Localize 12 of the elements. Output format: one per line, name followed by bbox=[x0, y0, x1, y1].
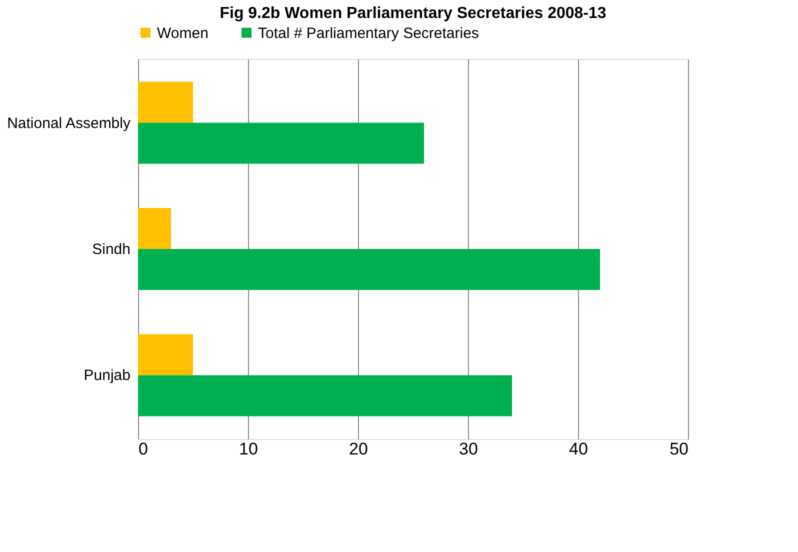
y-tick-label: Punjab bbox=[84, 367, 130, 384]
x-tick-label: 50 bbox=[670, 440, 688, 458]
x-tick-label: 40 bbox=[569, 440, 588, 458]
x-tick-label: 20 bbox=[349, 440, 368, 458]
x-tick-label: 30 bbox=[459, 440, 478, 458]
x-tick-label: 10 bbox=[239, 440, 258, 458]
legend-label: Women bbox=[157, 24, 208, 42]
y-tick-label: Sindh bbox=[92, 241, 130, 258]
chart-title: Fig 9.2b Women Parliamentary Secretaries 2008-13 bbox=[220, 5, 606, 22]
y-tick-label: National Assembly bbox=[7, 114, 131, 132]
legend-label: Total # Parliamentary Secretaries bbox=[258, 24, 479, 42]
x-tick-label: 0 bbox=[138, 440, 148, 458]
